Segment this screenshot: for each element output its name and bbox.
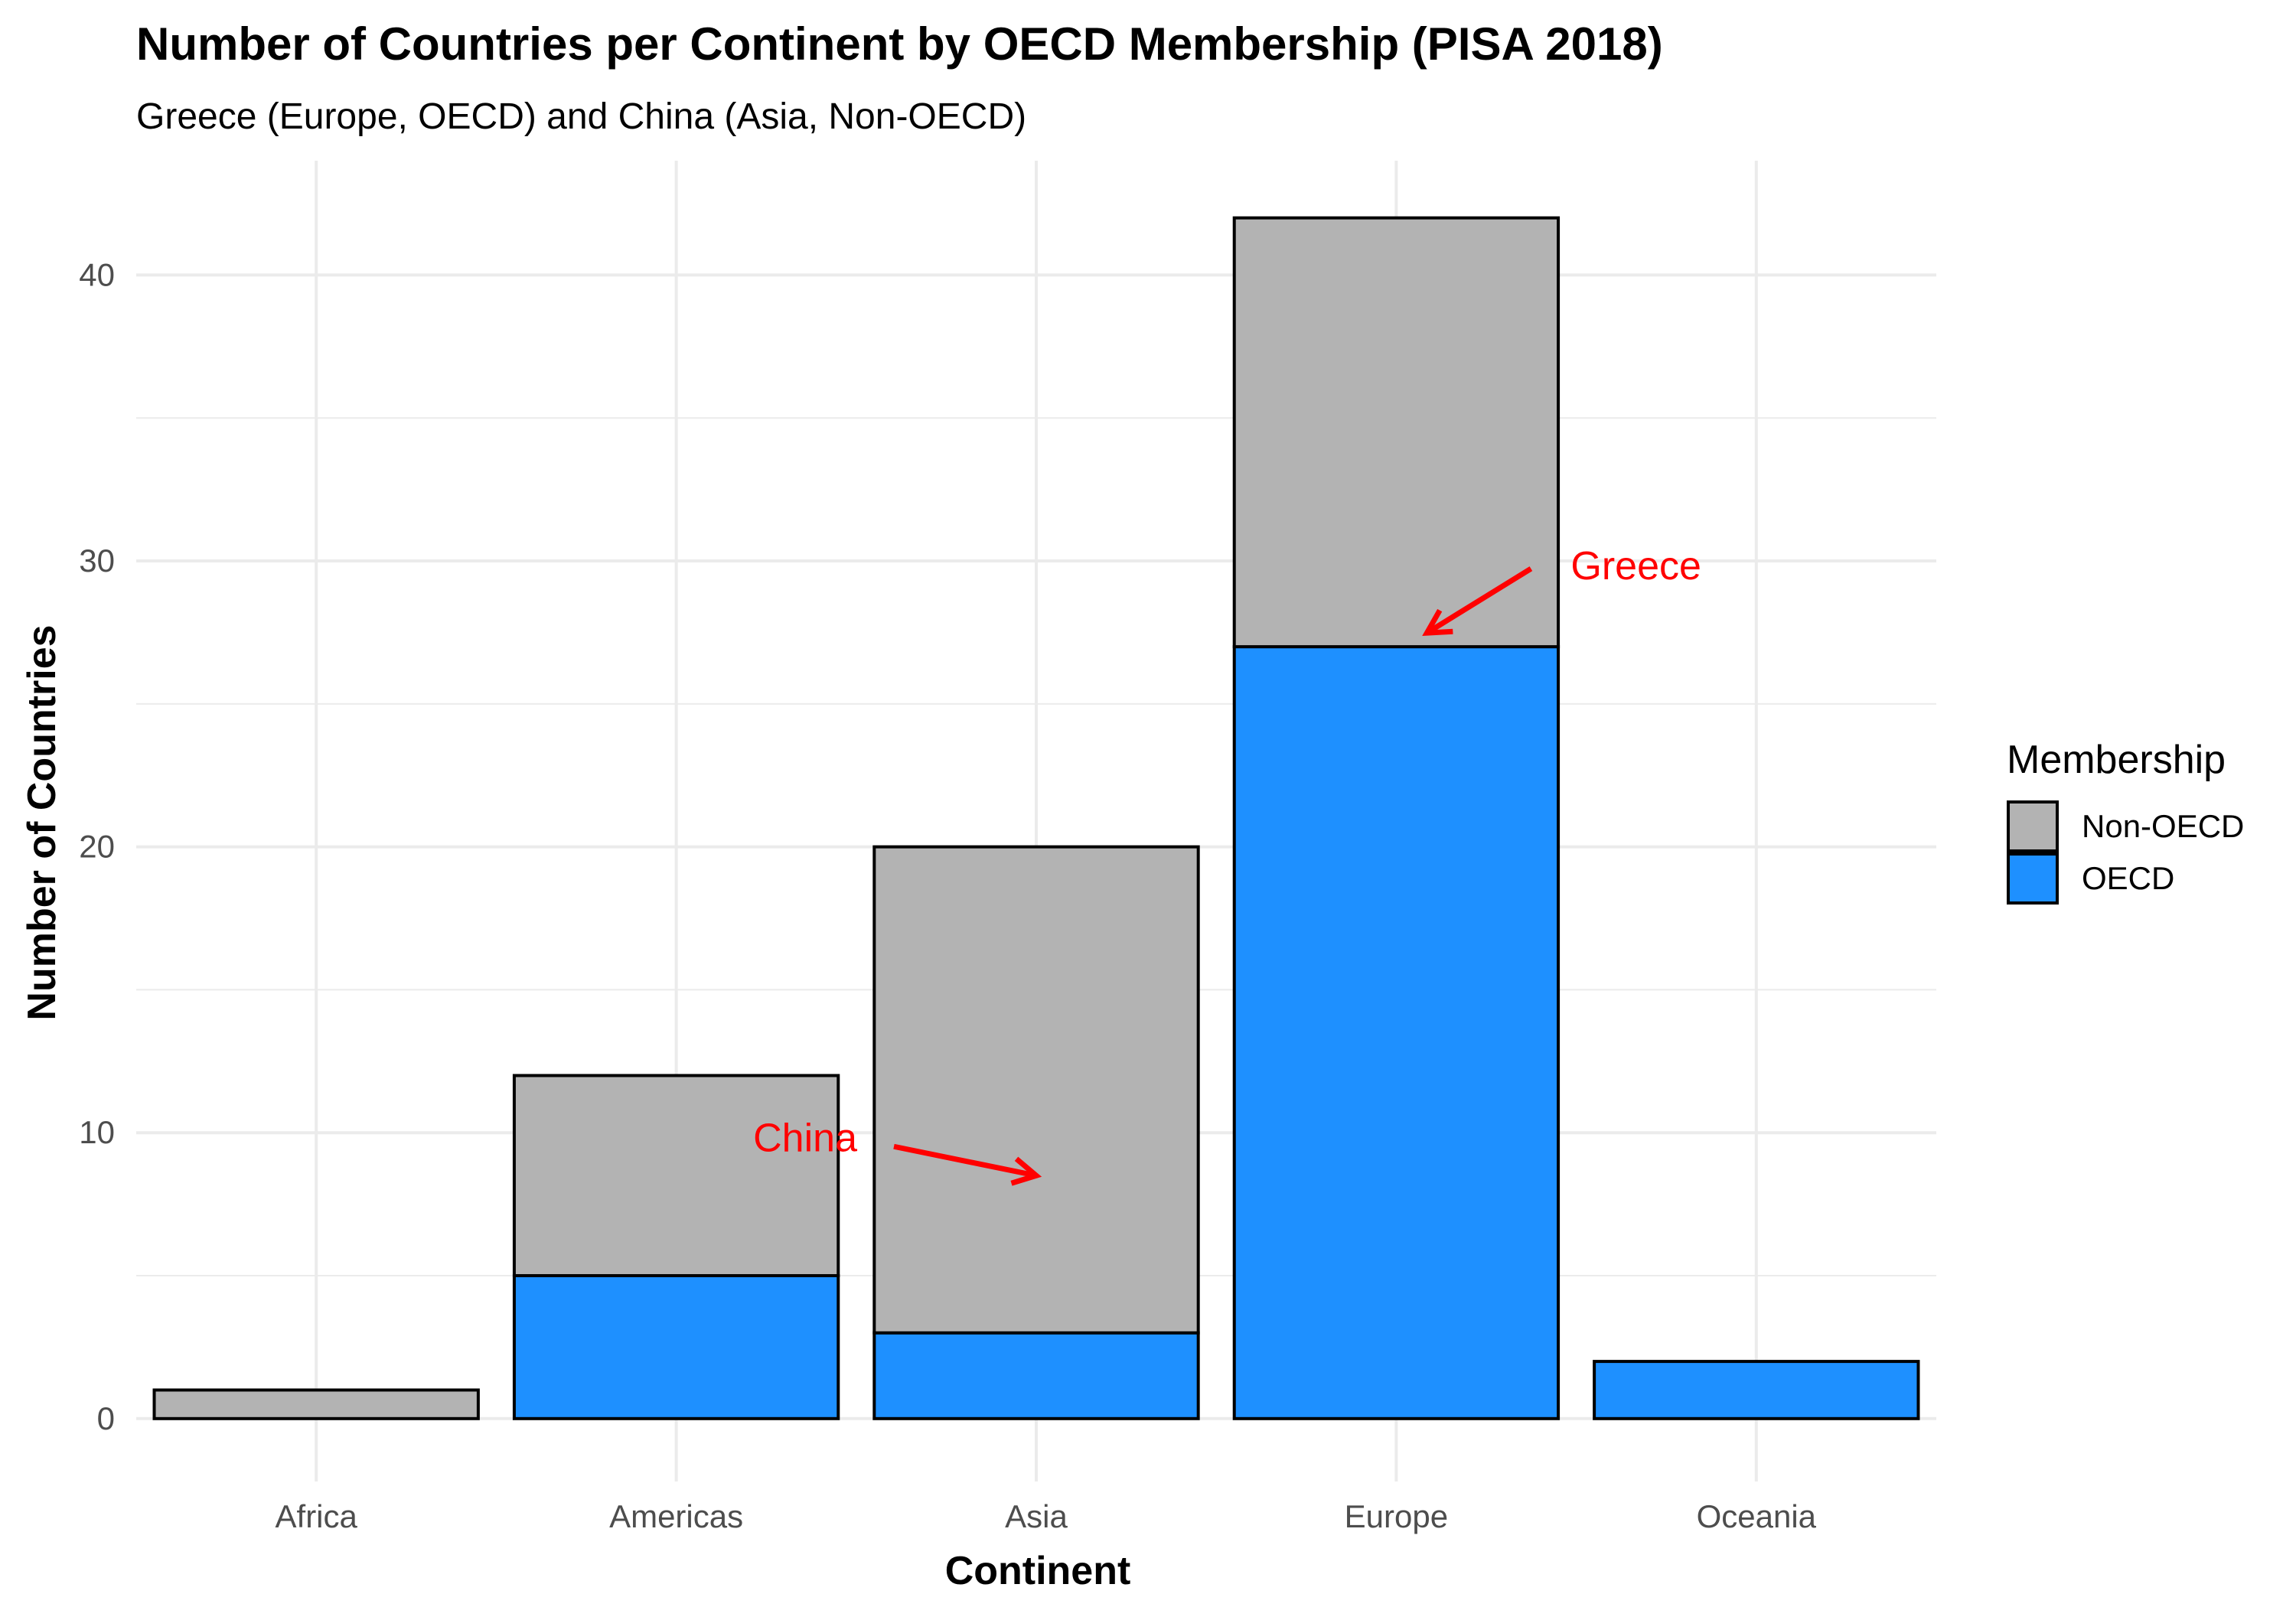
y-tick-label: 40 — [79, 256, 115, 292]
annotation-arrow-china — [893, 1143, 1042, 1186]
x-axis-ticks: Africa Americas Asia Europe Oceania — [276, 1498, 1817, 1534]
bars — [152, 216, 1920, 1420]
annotation-label-china: China — [753, 1116, 857, 1160]
legend-key-oecd — [2007, 852, 2059, 905]
x-tick-label: Oceania — [1697, 1498, 1817, 1534]
x-tick-label: Americas — [609, 1498, 743, 1534]
legend-title: Membership — [2007, 738, 2226, 782]
bar-asia-oecd — [872, 1331, 1200, 1420]
y-axis-ticks: 0 10 20 30 40 — [79, 256, 115, 1436]
bar-europe-oecd — [1232, 645, 1561, 1420]
bar-africa-non-oecd — [152, 1388, 480, 1420]
chart-subtitle: Greece (Europe, OECD) and China (Asia, N… — [136, 96, 1026, 137]
annotation-label-greece: Greece — [1570, 544, 1701, 588]
x-tick-label: Europe — [1345, 1498, 1448, 1534]
y-axis-title: Number of Countries — [20, 624, 64, 1020]
bar-oceania-oecd — [1593, 1360, 1920, 1420]
bar-europe-non-oecd — [1232, 216, 1561, 649]
bar-americas-oecd — [512, 1274, 840, 1420]
legend-label-non-oecd: Non-OECD — [2082, 808, 2244, 844]
bar-americas-non-oecd — [512, 1074, 840, 1278]
legend: Membership Non-OECD OECD — [2007, 738, 2244, 905]
chart-title: Number of Countries per Continent by OEC… — [136, 18, 1663, 70]
x-tick-label: Asia — [1005, 1498, 1068, 1534]
y-tick-label: 30 — [79, 543, 115, 579]
legend-key-non-oecd — [2007, 800, 2059, 852]
x-axis-title: Continent — [945, 1549, 1131, 1593]
annotation-arrow-greece — [1422, 566, 1533, 636]
bar-asia-non-oecd — [872, 845, 1200, 1335]
annotations: Greece China — [753, 544, 1701, 1186]
y-tick-label: 20 — [79, 829, 115, 865]
y-tick-label: 0 — [97, 1400, 115, 1436]
legend-label-oecd: OECD — [2082, 860, 2174, 896]
y-tick-label: 10 — [79, 1114, 115, 1150]
x-tick-label: Africa — [276, 1498, 358, 1534]
